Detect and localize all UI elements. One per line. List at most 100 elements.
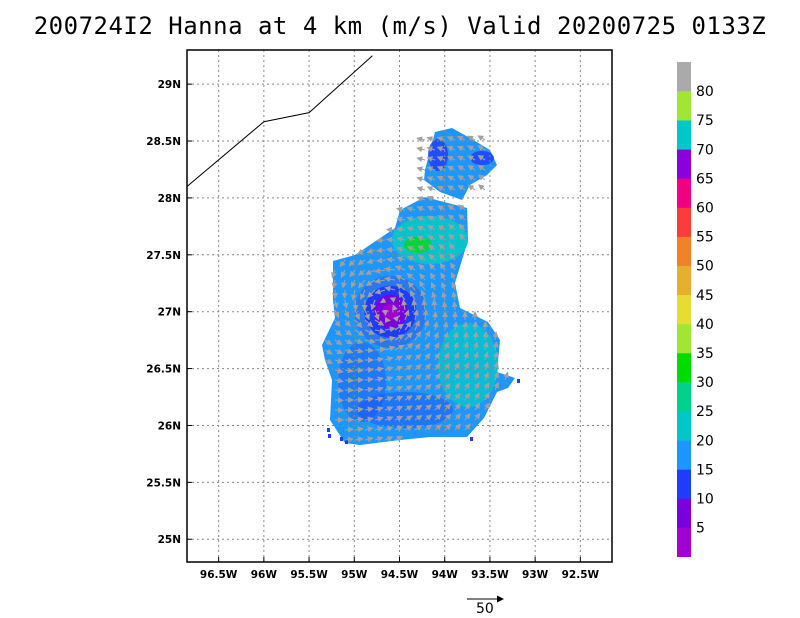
wind-vector (454, 413, 462, 421)
wind-vector (482, 331, 489, 341)
wind-vector (334, 348, 344, 355)
wind-vector (333, 309, 340, 319)
wind-vector (404, 405, 413, 412)
wind-vector (477, 164, 486, 171)
wind-vector (406, 272, 416, 281)
wind-vector (331, 279, 338, 289)
wind-vector (447, 214, 456, 221)
wind-vector (424, 342, 430, 351)
wind-vector (439, 262, 446, 271)
wind-vector (446, 146, 456, 152)
lon-tick-label: 95W (341, 569, 368, 581)
wind-vector (444, 362, 450, 371)
wind-vector (430, 281, 437, 291)
wind-vector (374, 288, 386, 295)
wind-vector (367, 289, 376, 298)
wind-vector (374, 406, 384, 413)
colorbar-segment (677, 62, 691, 92)
wind-vector (424, 363, 432, 371)
wind-vector (424, 373, 432, 381)
wind-vector (414, 425, 423, 431)
wind-vector (436, 136, 446, 142)
wind-vector (446, 136, 456, 142)
colorbar-label: 80 (696, 84, 714, 100)
wind-vector (373, 309, 380, 321)
colorbar-segment (677, 91, 691, 121)
wind-vector (404, 364, 413, 371)
wind-vector (416, 226, 426, 232)
wind-vector (417, 235, 426, 242)
longitude-axis: 96.5W 96W 95.5W 95W 94.5W 94W 93.5W 93W 92.5W (200, 557, 600, 581)
wind-vector (324, 339, 333, 346)
wind-vector (389, 297, 397, 303)
wind-vector (344, 436, 354, 443)
wind-vector (374, 376, 384, 383)
wind-vector (339, 259, 346, 268)
wind-vector (449, 252, 456, 261)
wind-vector (447, 175, 456, 182)
wind-vector (411, 299, 418, 311)
wind-vector (424, 383, 432, 391)
wind-vector (448, 243, 456, 251)
wind-vector (444, 393, 451, 401)
wind-vector (432, 311, 439, 321)
wind-vector (370, 299, 377, 311)
lat-tick-label: 26.5N (146, 364, 181, 376)
wind-vector (354, 426, 364, 433)
wind-vector (441, 291, 448, 301)
colorbar-segment (677, 207, 691, 237)
wind-vector (384, 406, 394, 412)
wind-vector (424, 394, 432, 401)
wind-vector (474, 402, 481, 411)
wind-vector (404, 395, 413, 402)
wind-vector (417, 254, 426, 261)
wind-vector (464, 423, 471, 431)
wind-vector (478, 184, 486, 191)
wind-vector (484, 402, 490, 411)
wind-vector (463, 361, 469, 371)
wind-vector (436, 175, 446, 182)
colorbar-segment (677, 440, 691, 470)
wind-vector (354, 338, 364, 344)
lon-tick-label: 93.5W (471, 569, 509, 581)
wind-vector (424, 352, 431, 361)
wind-vector (492, 351, 499, 361)
wind-vector (444, 423, 452, 431)
wind-vector (493, 361, 499, 371)
wind-vector (384, 335, 396, 342)
wind-vector (374, 356, 384, 363)
wind-vector (350, 279, 357, 289)
wind-vector (493, 371, 499, 381)
wind-vector (401, 299, 408, 311)
colorbar-segment (677, 236, 691, 266)
wind-vector (384, 276, 396, 283)
wind-vector (454, 392, 461, 401)
wind-vector (426, 205, 436, 212)
wind-vector (364, 396, 374, 403)
wind-vector (374, 436, 384, 442)
wind-vector (407, 281, 416, 291)
wind-vector (352, 299, 359, 311)
wind-vector (376, 247, 386, 254)
wind-vector (407, 255, 416, 262)
wind-vector (384, 426, 394, 432)
lat-tick-label: 28.5N (146, 136, 181, 148)
wind-vector (414, 319, 420, 331)
colorbar-label: 35 (696, 346, 714, 362)
wind-vector (467, 145, 476, 152)
wind-vector (334, 329, 342, 336)
wind-vector (451, 291, 458, 301)
wind-vector (431, 299, 438, 311)
wind-vector (404, 321, 412, 331)
wind-vector (357, 259, 366, 265)
wind-vector (334, 358, 344, 364)
wind-vector (444, 372, 451, 381)
wind-vector (451, 281, 457, 291)
wind-vector (447, 204, 456, 211)
wind-vectors (324, 135, 509, 443)
wind-vector (334, 367, 344, 374)
wind-vector (423, 319, 430, 331)
wind-vector (396, 256, 406, 262)
lon-tick-label: 95.5W (290, 569, 328, 581)
wind-vector (384, 396, 394, 402)
